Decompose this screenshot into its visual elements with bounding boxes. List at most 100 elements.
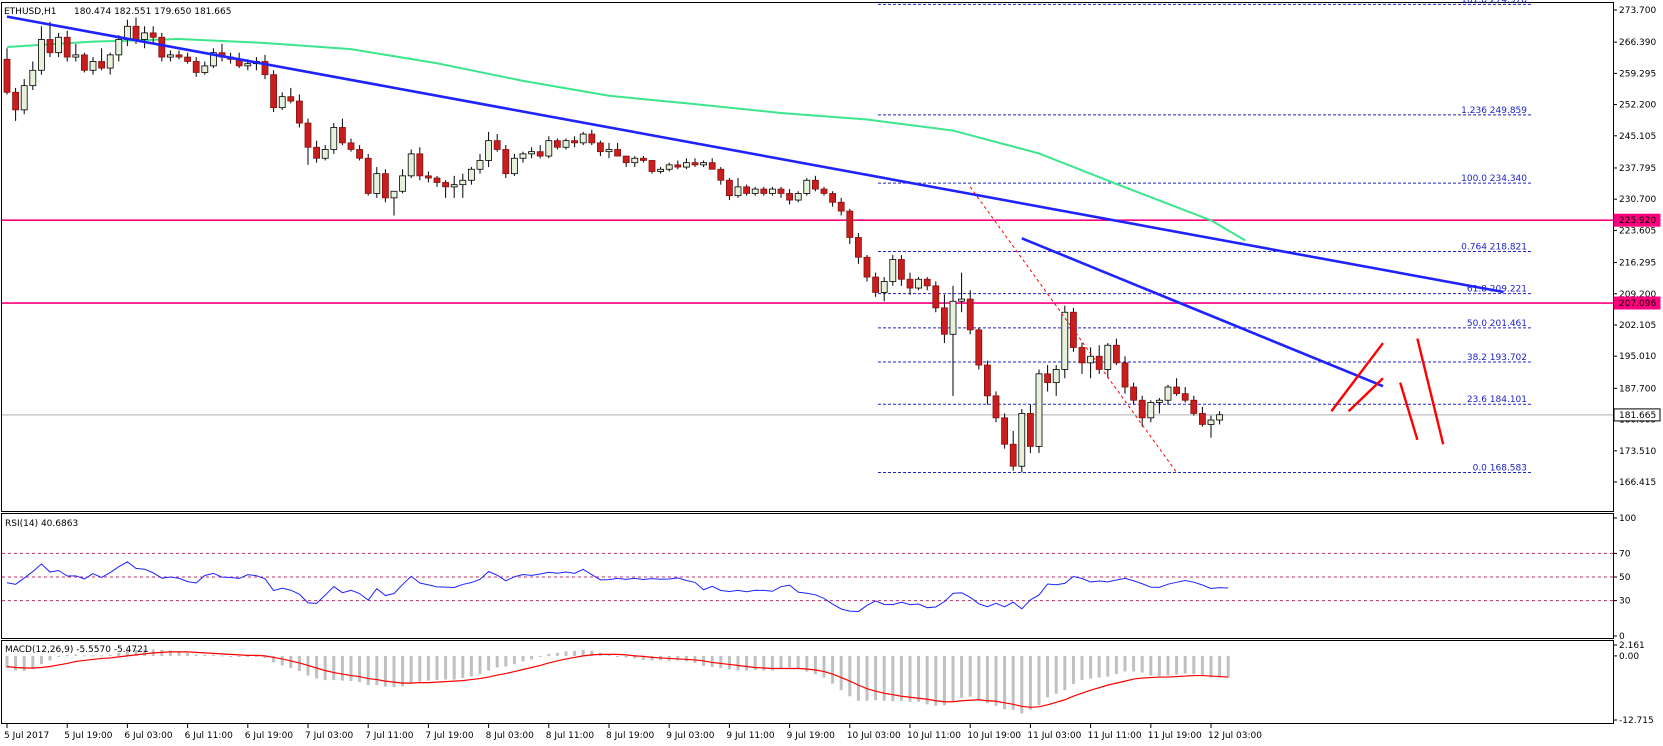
macd-histogram-bar [581,649,585,656]
macd-histogram-bar [710,655,714,667]
candle-body [407,153,415,177]
fibonacci-level-label: 50.0 201.461 [1467,319,1527,329]
macd-histogram-bar [1054,655,1058,694]
macd-histogram-bar [1020,655,1024,714]
macd-histogram-bar [727,655,731,670]
candle-body [510,157,518,175]
candle-body [364,157,372,194]
macd-histogram-bar [899,655,903,701]
candle-body [562,140,570,148]
candle-body [115,39,123,56]
macd-histogram-bar [770,655,774,671]
rsi-label: RSI(14) 40.6863 [5,519,78,529]
candle-body [502,149,510,175]
projection-stroke [1416,338,1445,445]
macd-histogram-bar [934,655,938,706]
candle-body [1018,413,1026,467]
macd-histogram-bar [796,655,800,670]
candle-body [1190,399,1198,414]
macd-histogram-bar [401,655,405,687]
macd-histogram-bar [676,655,680,661]
projection-stroke [1330,342,1384,412]
candle-body [1156,399,1163,403]
macd-histogram-bar [641,655,645,660]
macd-histogram-bar [315,655,319,679]
macd-histogram-bar [383,655,387,687]
macd-histogram-bar [1003,655,1007,710]
candle-body [55,36,62,54]
macd-histogram-bar [865,655,869,701]
macd-histogram-bar [272,655,276,663]
macd-histogram-bar [65,654,69,656]
macd-histogram-bar [951,655,955,702]
candle-body [786,193,793,201]
price-tick-label: 209.200 [1619,290,1656,300]
macd-histogram-bar [1011,655,1015,710]
macd-histogram-bar [1157,655,1161,677]
price-tag-label: 207.096 [1619,299,1656,309]
candle-body [81,54,88,71]
macd-histogram-bar [289,655,293,668]
candle-body [149,32,157,38]
candle-body [132,25,140,40]
macd-histogram-bar [650,655,654,661]
macd-histogram-bar [134,649,138,656]
price-tick-label: 187.700 [1619,384,1656,394]
macd-histogram-bar [1063,655,1067,691]
rsi-tick-label: 70 [1619,549,1631,559]
candle-body [631,157,639,164]
macd-histogram-bar [358,655,362,683]
candle-body [433,177,441,183]
macd-histogram-bar [246,655,250,657]
macd-histogram-bar [839,655,843,691]
macd-histogram-bar [91,655,95,657]
macd-histogram-bar [504,655,508,667]
candle-body [399,175,407,192]
candle-body [1164,386,1172,401]
macd-histogram-bar [719,655,723,668]
macd-histogram-bar [57,655,61,657]
candle-body [571,140,578,144]
candle-body [640,157,647,161]
macd-histogram-bar [220,655,224,657]
candle-body [1121,362,1129,388]
fibonacci-level-label: 1.236 249.859 [1461,106,1527,116]
macd-histogram-bar [822,655,826,678]
price-tick-label: 166.415 [1619,478,1656,488]
candle-body [1104,344,1112,370]
candle-body [98,61,105,69]
candle-body [614,149,621,157]
time-tick-label: 7 Jul 11:00 [365,731,414,741]
macd-histogram-bar [323,655,327,681]
macd-histogram-bar [487,655,491,671]
price-tick-label: 252.200 [1619,101,1656,111]
candle-body [485,140,493,161]
candle-body [803,179,811,194]
macd-histogram-bar [960,655,964,698]
macd-histogram-bar [1209,655,1213,678]
candle-body [38,39,45,71]
rsi-layer: 100 70 50 30 0 [2,514,1636,642]
price-tick-label: 259.295 [1619,69,1656,79]
candle-body [338,127,346,144]
candle-body [141,32,149,40]
time-tick-label: 9 Jul 11:00 [726,731,775,741]
candle-body [158,36,166,58]
macd-histogram-bar [229,655,233,657]
candle-body [1173,386,1180,395]
candle-body [1199,413,1206,425]
rsi-tick-label: 0 [1619,632,1625,642]
macd-histogram-bar [968,655,972,697]
time-tick-label: 8 Jul 19:00 [606,731,655,741]
macd-histogram-bar [874,655,878,701]
macd-histogram-bar [1114,655,1118,675]
price-tag-box [1613,213,1661,227]
fibonacci-level-label: 0.764 218.821 [1461,242,1527,252]
candle-body [906,278,914,289]
candle-body [313,146,321,159]
macd-histogram-bar [237,655,241,657]
macd-histogram-bar [263,655,267,658]
candle-body [889,259,897,282]
candle-body [1078,347,1086,364]
price-tick-label: 195.010 [1619,352,1656,362]
